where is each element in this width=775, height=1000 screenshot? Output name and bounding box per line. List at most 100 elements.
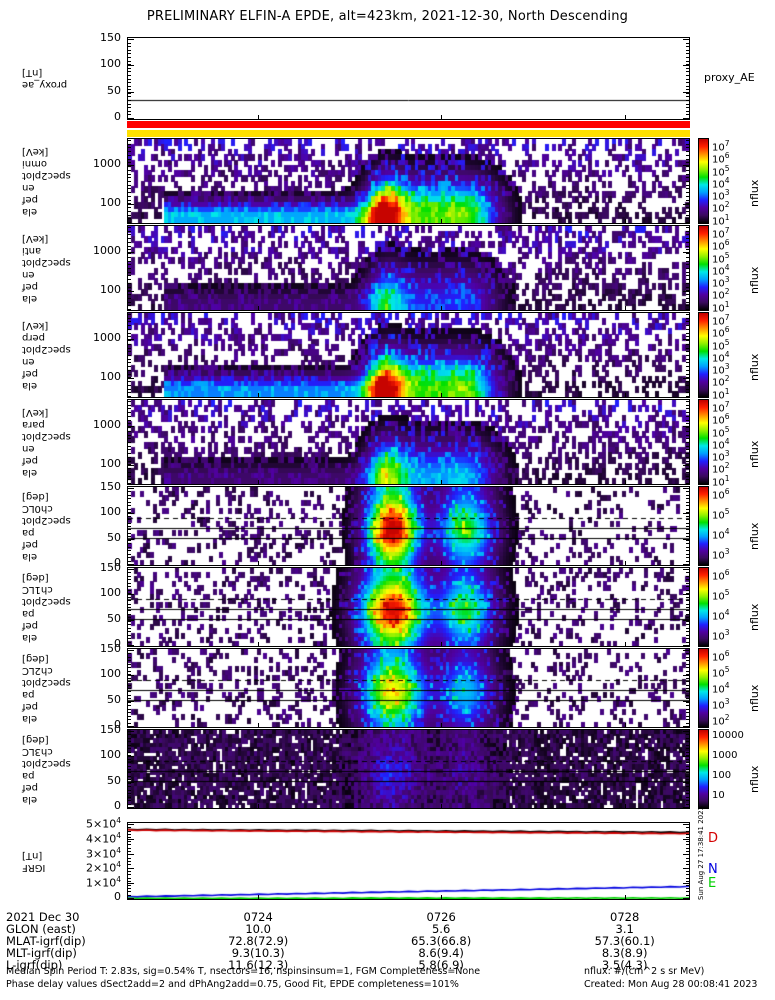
minor-tick <box>127 734 131 735</box>
minor-tick <box>686 196 690 197</box>
minor-tick <box>686 807 690 808</box>
minor-tick <box>686 249 690 250</box>
colorbar-title-pa_ch1lc: nflux <box>748 603 761 631</box>
tickmark <box>127 594 134 595</box>
minor-tick <box>127 86 131 87</box>
minor-tick <box>686 734 690 735</box>
ytick-spec_omni-0: 1000 <box>93 156 121 170</box>
minor-tick <box>686 427 690 428</box>
tickmark <box>683 165 690 166</box>
minor-tick <box>686 86 690 87</box>
minor-tick <box>127 314 131 315</box>
minor-tick <box>127 519 131 520</box>
minor-tick <box>127 705 131 706</box>
ylabel-word: ela <box>22 206 38 217</box>
minor-tick <box>127 645 131 646</box>
xtick-mark <box>258 219 259 224</box>
colorbar-spec_perp <box>698 312 709 398</box>
minor-tick <box>127 557 131 558</box>
panel-spec_anti <box>127 225 690 311</box>
minor-tick <box>127 64 131 65</box>
footer-cell-time: 0724 <box>243 910 273 924</box>
minor-tick <box>127 329 131 330</box>
ylabel-word: spec2plot <box>22 677 71 688</box>
ytick-proxy_ae-2: 50 <box>107 83 121 97</box>
minor-tick <box>127 461 131 462</box>
minor-tick <box>127 211 131 212</box>
ylabel-word: ela <box>22 551 38 562</box>
colorbar-label: 106 <box>712 568 730 583</box>
minor-tick <box>127 709 131 710</box>
minor-tick <box>127 824 131 825</box>
minor-tick <box>686 519 690 520</box>
tickmark <box>683 291 690 292</box>
ylabel-word: [keV] <box>22 233 49 244</box>
minor-tick <box>686 412 690 413</box>
minor-tick <box>686 657 690 658</box>
minor-tick <box>686 488 690 489</box>
minor-tick <box>686 837 690 838</box>
minor-tick <box>127 678 131 679</box>
panel-spec_perp-data <box>128 313 689 397</box>
panel-spec_omni-data <box>128 139 689 223</box>
ylabel-word: ch3LC <box>22 746 53 757</box>
minor-tick <box>686 797 690 798</box>
minor-tick <box>127 231 131 232</box>
tickmark <box>683 620 690 621</box>
minor-tick <box>127 898 131 899</box>
minor-tick <box>127 604 131 605</box>
minor-tick <box>127 858 131 859</box>
minor-tick <box>127 861 131 862</box>
minor-tick <box>686 638 690 639</box>
ylabel-pa_ch1lc: ela pef pa spec2plot ch1LC [deg] <box>22 567 71 647</box>
minor-tick <box>686 104 690 105</box>
minor-tick <box>686 678 690 679</box>
minor-tick <box>686 381 690 382</box>
legend-proxy_ae: proxy_AE <box>704 70 755 84</box>
render-timestamp: Sun Aug 27 17:38:41 2023 <box>697 805 705 900</box>
footer-cell-glon: 10.0 <box>245 922 271 936</box>
minor-tick <box>127 442 131 443</box>
xtick-mark <box>258 115 259 120</box>
minor-tick <box>127 543 131 544</box>
colorbar-label: 1000 <box>712 750 738 761</box>
minor-tick <box>127 790 131 791</box>
ylabel-word: en <box>22 356 35 367</box>
minor-tick <box>127 396 131 397</box>
minor-tick <box>127 215 131 216</box>
ylabel-word: para <box>22 419 45 430</box>
minor-tick <box>686 96 690 97</box>
minor-tick <box>686 416 690 417</box>
minor-tick <box>686 645 690 646</box>
minor-tick <box>686 719 690 720</box>
minor-tick <box>127 75 131 76</box>
xtick-mark <box>625 306 626 311</box>
minor-tick <box>127 597 131 598</box>
ylabel-word: ela <box>22 632 38 643</box>
minor-tick <box>686 793 690 794</box>
minor-tick <box>686 449 690 450</box>
minor-tick <box>127 309 131 310</box>
minor-tick <box>686 688 690 689</box>
minor-tick <box>686 385 690 386</box>
minor-tick <box>127 491 131 492</box>
minor-tick <box>686 779 690 780</box>
minor-tick <box>686 162 690 163</box>
minor-tick <box>127 621 131 622</box>
minor-tick <box>127 631 131 632</box>
ylabel-word: ch2LC <box>22 665 53 676</box>
tickmark <box>127 252 134 253</box>
minor-tick <box>127 547 131 548</box>
xtick-mark <box>258 804 259 809</box>
xtick-mark <box>441 723 442 728</box>
ylabel-spec_omni: ela pef en spec2plot omni [keV] <box>22 138 71 224</box>
minor-tick <box>686 858 690 859</box>
colorbar-spec_para <box>698 399 709 485</box>
minor-tick <box>127 401 131 402</box>
colorbar-spec_omni <box>698 138 709 224</box>
minor-tick <box>127 325 131 326</box>
minor-tick <box>127 159 131 160</box>
tickmark <box>683 252 690 253</box>
minor-tick <box>127 635 131 636</box>
ytick-igrf-0: 5×104 <box>86 816 121 831</box>
